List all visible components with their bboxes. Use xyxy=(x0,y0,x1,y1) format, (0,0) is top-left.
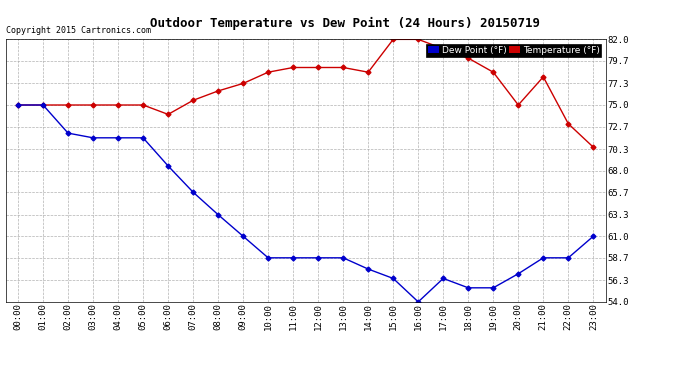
Legend: Dew Point (°F), Temperature (°F): Dew Point (°F), Temperature (°F) xyxy=(426,44,601,57)
Text: Outdoor Temperature vs Dew Point (24 Hours) 20150719: Outdoor Temperature vs Dew Point (24 Hou… xyxy=(150,17,540,30)
Text: Copyright 2015 Cartronics.com: Copyright 2015 Cartronics.com xyxy=(6,26,150,35)
